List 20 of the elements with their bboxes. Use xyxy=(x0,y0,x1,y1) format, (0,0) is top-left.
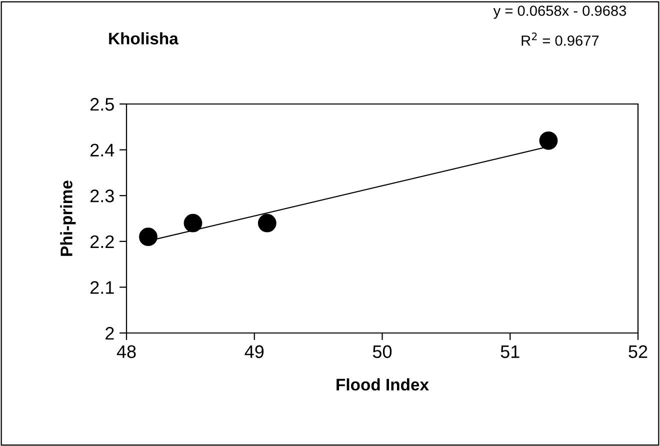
y-tick-label: 2.4 xyxy=(90,144,114,156)
chart-title: Kholisha xyxy=(109,32,178,44)
x-tick-label: 51 xyxy=(500,345,520,358)
x-tick-label: 49 xyxy=(244,345,264,358)
x-tick-label: 52 xyxy=(628,345,648,358)
point xyxy=(258,214,276,232)
text: R$^{2}$ = 0.9677 xyxy=(522,32,599,46)
y-tick-label: 2.2 xyxy=(90,235,114,248)
text: y = 0.0658x - 0.9683 xyxy=(493,6,626,19)
y-tick-label: 2.5 xyxy=(90,98,114,111)
y-tick-label: 2.1 xyxy=(90,281,114,294)
x-axis-title: Flood Index xyxy=(336,378,429,391)
point xyxy=(184,214,202,232)
y-tick-label: 2 xyxy=(106,326,114,340)
x-tick-label: 50 xyxy=(372,345,392,358)
point xyxy=(539,131,558,150)
y-tick-label: 2.3 xyxy=(90,190,114,202)
x-tick-label: 48 xyxy=(116,345,136,358)
y-axis-title: Phi-prime xyxy=(60,180,76,256)
point xyxy=(139,228,158,246)
